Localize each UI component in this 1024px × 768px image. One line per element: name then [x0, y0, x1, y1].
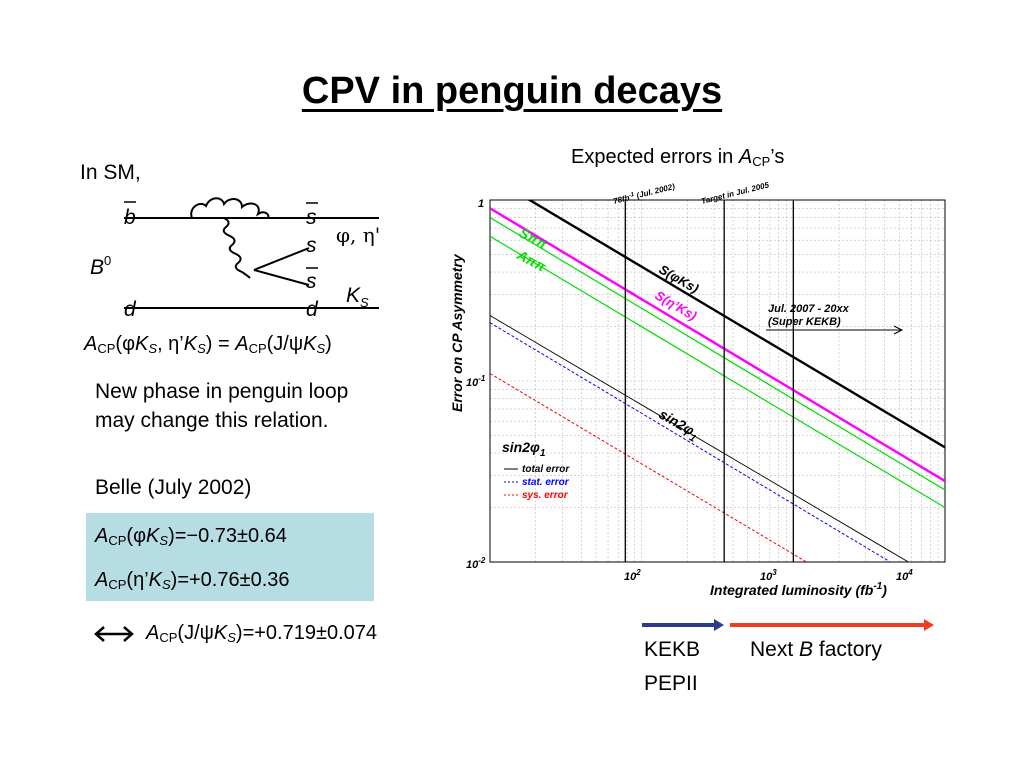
slide-title: CPV in penguin decays — [301, 70, 723, 112]
label-s-bar-top: s — [306, 206, 317, 229]
y-tick-label-1: 1 — [478, 198, 484, 210]
kekb-arrowhead — [714, 619, 724, 631]
series-line-spipi — [490, 217, 945, 491]
label-d: d — [124, 298, 137, 320]
result-phi-ks: ACP(φKS)=−0.73±0.64 — [95, 525, 287, 548]
result-eta-ks: ACP(η’KS)=+0.76±0.36 — [95, 569, 290, 592]
w-boson-loop — [190, 197, 270, 219]
quark-line-s-bar — [253, 269, 310, 286]
vline-label-78fb: 78fb-1 (Jul. 2002) — [612, 182, 676, 206]
y-axis-title: Error on CP Asymmetry — [449, 253, 465, 412]
legend-entry-1: stat. error — [522, 477, 570, 488]
in-sm-label: In SM, — [80, 161, 141, 184]
acp-relation: ACP(φKS, η’KS) = ACP(J/ψKS) — [84, 333, 332, 356]
vline-label-target: Target in Jul. 2005 — [700, 180, 770, 206]
chart-grid — [490, 200, 945, 562]
super-kekb-label-2: (Super KEKB) — [768, 316, 841, 328]
series-line-stat — [490, 322, 892, 562]
label-b-bar: b — [124, 206, 136, 229]
legend-title: sin2φ1 — [502, 439, 546, 459]
plot-frame — [489, 199, 946, 563]
error-vs-luminosity-chart: Error on CP Asymmetry Integrated luminos… — [449, 180, 946, 598]
next-b-factory-label: Next B factory — [750, 638, 882, 661]
new-phase-line-2: may change this relation. — [95, 409, 329, 432]
x-tick-label-1000: 103 — [760, 568, 777, 583]
penguin-feynman-diagram: b d s s s d φ, η' B0 KS — [90, 197, 380, 320]
label-b0: B0 — [90, 253, 111, 279]
label-d-right: d — [306, 298, 319, 320]
label-s-bar-bottom: s — [306, 270, 317, 293]
x-tick-label-10000: 104 — [896, 568, 913, 583]
super-kekb-label-1: Jul. 2007 - 20xx — [768, 303, 850, 315]
gluon-line — [222, 217, 251, 279]
expected-errors-caption: Expected errors in ACP’s — [571, 146, 785, 169]
belle-results-box — [86, 513, 374, 601]
pepii-label: PEPII — [644, 672, 698, 695]
belle-label: Belle (July 2002) — [95, 476, 252, 499]
next-b-factory-arrowhead — [924, 619, 934, 631]
y-tick-label-0.1: 10-1 — [466, 374, 486, 389]
super-kekb-arrowhead — [893, 325, 904, 335]
timeline-arrows — [642, 619, 934, 631]
label-phi-eta: φ, η' — [336, 223, 380, 247]
legend-entry-2: sys. error — [522, 490, 569, 501]
double-arrow-icon — [94, 626, 134, 642]
label-s: s — [306, 234, 317, 257]
series-line-total — [490, 315, 910, 562]
result-jpsi-ks: ACP(J/ψKS)=+0.719±0.074 — [146, 622, 377, 645]
series-line-sphiks — [527, 200, 945, 449]
label-ks: KS — [346, 284, 369, 310]
series-line-apipi — [490, 235, 945, 509]
x-tick-label-100: 102 — [624, 568, 641, 583]
series-line-setaks — [490, 207, 945, 483]
y-tick-label-0.01: 10-2 — [466, 556, 486, 571]
legend-entry-0: total error — [522, 464, 570, 475]
legend: total error stat. error sys. error — [504, 464, 570, 501]
new-phase-line-1: New phase in penguin loop — [95, 380, 349, 403]
quark-line-s — [253, 247, 310, 271]
kekb-label: KEKB — [644, 638, 701, 661]
x-axis-title: Integrated luminosity (fb-1) — [710, 581, 887, 598]
